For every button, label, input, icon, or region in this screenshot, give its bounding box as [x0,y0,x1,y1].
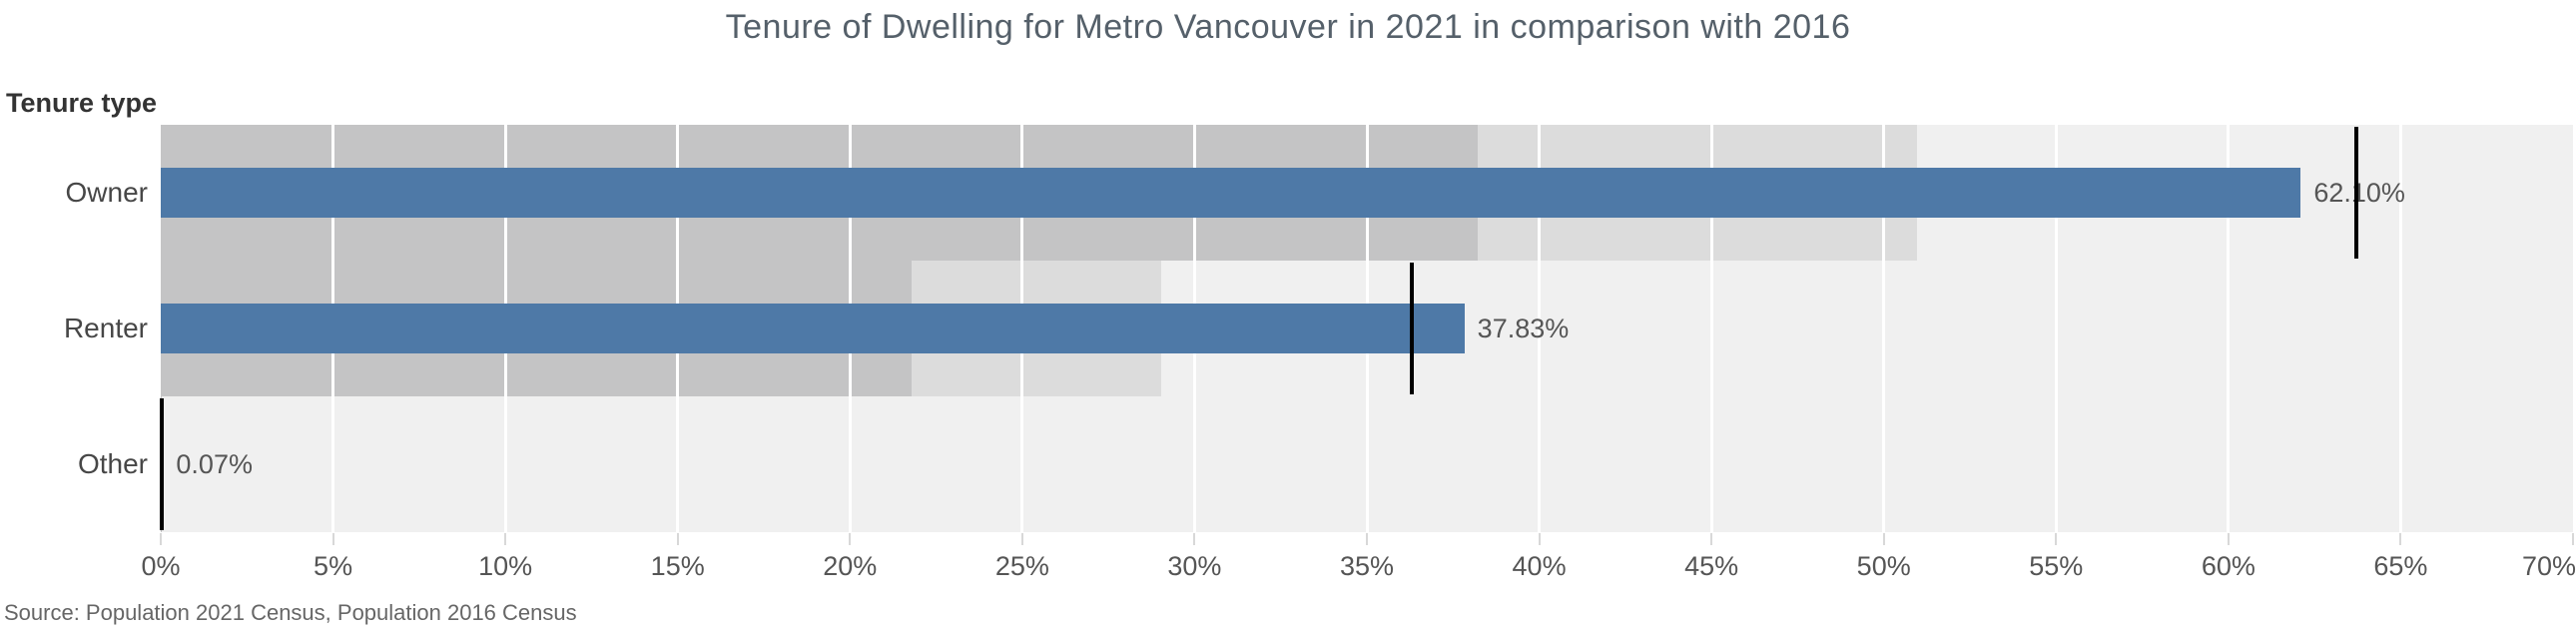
axis-tick-70pct [2572,533,2574,545]
axis-tick-20pct [849,533,852,545]
value-label-other: 0.07% [176,448,253,479]
axis-tick-label-15pct: 15% [650,551,705,581]
reference-line-2016-owner [2353,127,2358,259]
axis-tick-label-25pct: 25% [994,551,1049,581]
axis-tick-5pct [331,533,334,545]
axis-tick-label-5pct: 5% [314,551,353,581]
row-label-other: Other [77,448,148,479]
gridline-45pct [1709,125,1713,532]
source-note: Source: Population 2021 Census, Populati… [4,600,577,625]
axis-tick-label-0pct: 0% [141,551,181,581]
axis-tick-label-30pct: 30% [1167,551,1222,581]
gridline-50pct [1882,125,1886,532]
axis-tick-label-35pct: 35% [1339,551,1395,581]
axis-tick-40pct [1538,533,1541,545]
gridline-60pct [2227,125,2231,532]
chart-title: Tenure of Dwelling for Metro Vancouver i… [725,8,1851,46]
gridline-65pct [2398,125,2402,532]
row-label-renter: Renter [63,313,148,343]
axis-tick-10pct [504,533,507,545]
axis-tick-label-45pct: 45% [1684,551,1739,581]
axis-tick-label-20pct: 20% [823,551,878,581]
tenure-type-header: Tenure type [6,88,158,118]
axis-tick-label-40pct: 40% [1512,551,1567,581]
axis-tick-label-65pct: 65% [2373,551,2428,581]
axis-tick-55pct [2055,533,2058,545]
value-label-renter: 37.83% [1477,313,1570,343]
axis-tick-label-10pct: 10% [478,551,533,581]
axis-tick-label-55pct: 55% [2029,551,2084,581]
axis-tick-label-50pct: 50% [1856,551,1911,581]
bar-2021-renter[interactable] [161,304,1465,353]
reference-line-2016-other [160,398,165,530]
row-label-owner: Owner [65,177,148,208]
axis-tick-35pct [1366,533,1368,545]
axis-tick-label-60pct: 60% [2201,551,2255,581]
axis-tick-label-70pct: 70% [2521,551,2576,581]
gridline-40pct [1538,125,1542,532]
value-label-owner: 62.10% [2313,177,2405,208]
gridline-55pct [2054,125,2058,532]
bar-2021-owner[interactable] [161,168,2301,218]
axis-tick-60pct [2227,533,2230,545]
axis-tick-25pct [1020,533,1023,545]
axis-tick-0pct [160,533,162,545]
axis-tick-45pct [1710,533,1713,545]
axis-tick-15pct [676,533,679,545]
axis-tick-50pct [1882,533,1885,545]
reference-line-2016-renter [1409,263,1414,394]
axis-tick-65pct [2399,533,2402,545]
axis-tick-30pct [1193,533,1196,545]
